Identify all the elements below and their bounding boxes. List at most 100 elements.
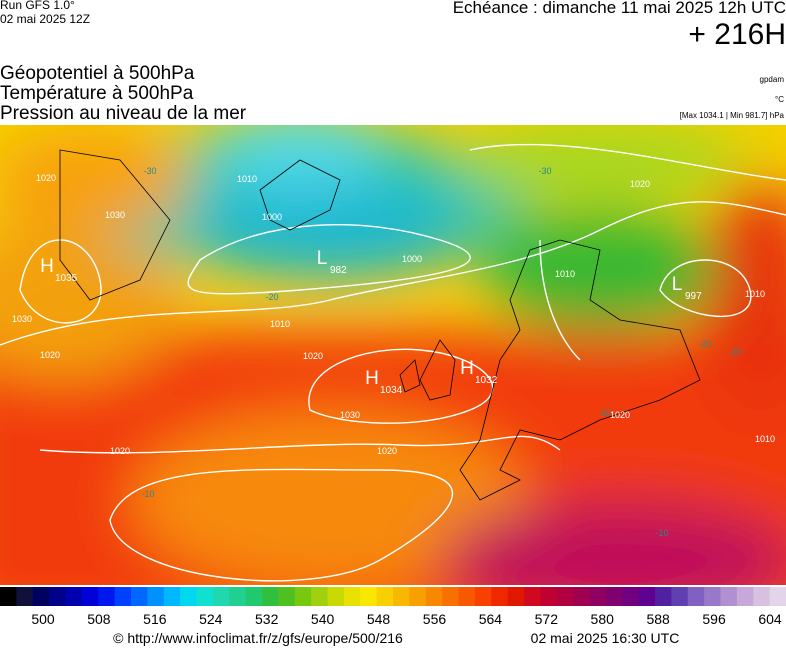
center-value: 1032	[475, 375, 498, 386]
color-swatch	[393, 587, 410, 606]
temperature-label: -20	[728, 347, 741, 357]
color-swatch	[507, 587, 525, 606]
isobar-label: 1000	[262, 212, 282, 222]
color-swatch	[442, 587, 459, 606]
color-swatch	[114, 587, 132, 606]
color-swatch	[16, 587, 34, 606]
colorbar-label: 604	[758, 611, 782, 627]
color-swatch	[262, 587, 279, 606]
run: Run GFS 1.0°	[0, 0, 75, 12]
color-swatch	[605, 587, 623, 606]
color-swatch	[425, 587, 443, 606]
temperature-label: -10	[655, 528, 668, 538]
temperature-label: -10	[141, 489, 154, 499]
color-swatch	[163, 587, 181, 606]
color-swatch	[589, 587, 607, 606]
color-swatch	[704, 587, 721, 606]
colorbar-label: 500	[31, 611, 55, 627]
color-swatch	[736, 587, 754, 606]
unit: °C	[775, 95, 784, 104]
isobar-label: 1010	[237, 174, 257, 184]
isobar-label: 1030	[105, 210, 125, 220]
color-swatch	[753, 587, 771, 606]
color-swatch	[376, 587, 394, 606]
colorbar-label: 524	[199, 611, 223, 627]
colorbar-label: 596	[702, 611, 726, 627]
isobar-label: 1030	[340, 410, 360, 420]
unit: gpdam	[759, 75, 784, 84]
temperature-label: -30	[143, 166, 156, 176]
lead-time: + 216H	[688, 18, 786, 51]
run-date: 02 mai 2025 12Z	[0, 12, 91, 26]
colorbar-label: 516	[143, 611, 167, 627]
title: Géopotentiel à 500hPa	[0, 63, 195, 84]
color-swatch	[556, 587, 574, 606]
color-swatch	[687, 587, 705, 606]
temperature-label: -20	[598, 408, 611, 418]
color-swatch	[343, 587, 361, 606]
isobar-label: 1030	[12, 314, 32, 324]
color-swatch	[327, 587, 345, 606]
colorbar-label: 580	[591, 611, 615, 627]
color-swatch	[540, 587, 558, 606]
color-swatch	[49, 587, 66, 606]
color-swatch	[229, 587, 247, 606]
temperature-label: -20	[265, 292, 278, 302]
isobar-label: 1010	[745, 289, 765, 299]
color-swatch	[671, 587, 689, 606]
color-swatch	[622, 587, 640, 606]
colorbar-label: 548	[367, 611, 391, 627]
center-type: L	[672, 274, 683, 295]
isobar-label: 1020	[40, 350, 60, 360]
color-swatch	[655, 587, 672, 606]
isobar-label: 1010	[555, 269, 575, 279]
color-swatch	[474, 587, 492, 606]
title: Température à 500hPa	[0, 83, 194, 104]
footer-date: 02 mai 2025 16:30 UTC	[531, 630, 680, 646]
temperature-label: -30	[538, 166, 551, 176]
colorbar-label: 564	[479, 611, 503, 627]
center-type: H	[40, 256, 54, 277]
color-swatch	[212, 587, 230, 606]
field	[0, 125, 786, 585]
color-swatch	[294, 587, 312, 606]
color-swatch	[311, 587, 328, 606]
center-value: 982	[330, 265, 347, 276]
isobar-label: 1020	[610, 410, 630, 420]
center-type: H	[365, 368, 379, 389]
center-value: 1035	[55, 273, 78, 284]
colorbar-label: 572	[535, 611, 559, 627]
color-swatch	[638, 587, 656, 606]
color-swatch	[65, 587, 83, 606]
center-type: H	[460, 358, 474, 379]
color-swatch	[245, 587, 263, 606]
center-type: L	[317, 248, 328, 269]
isobar-label: 1000	[402, 254, 422, 264]
isobar-label: 1020	[303, 351, 323, 361]
center-value: 997	[685, 291, 702, 302]
isobar-label: 1020	[36, 173, 56, 183]
title: Pression au niveau de la mer	[0, 103, 247, 124]
color-swatch	[573, 587, 590, 606]
temperature-label: -20	[698, 339, 711, 349]
color-swatch	[491, 587, 509, 606]
color-swatch	[360, 587, 378, 606]
color-swatch	[524, 587, 541, 606]
color-swatch	[98, 587, 116, 606]
colorbar-label: 532	[255, 611, 279, 627]
isobar-label: 1020	[377, 446, 397, 456]
isobar-label: 1010	[755, 434, 775, 444]
colorbar-label: 540	[311, 611, 335, 627]
colorbar-label: 588	[646, 611, 670, 627]
colorbar-label: 556	[423, 611, 447, 627]
color-swatch	[147, 587, 165, 606]
pressure-range: [Max 1034.1 | Min 981.7] hPa	[679, 111, 784, 120]
footer-source: © http://www.infoclimat.fr/z/gfs/europe/…	[113, 630, 403, 646]
color-swatch	[81, 587, 99, 606]
colorbar-label: 508	[87, 611, 111, 627]
color-swatch	[769, 587, 786, 606]
isobar-label: 1020	[630, 179, 650, 189]
color-swatch	[196, 587, 214, 606]
